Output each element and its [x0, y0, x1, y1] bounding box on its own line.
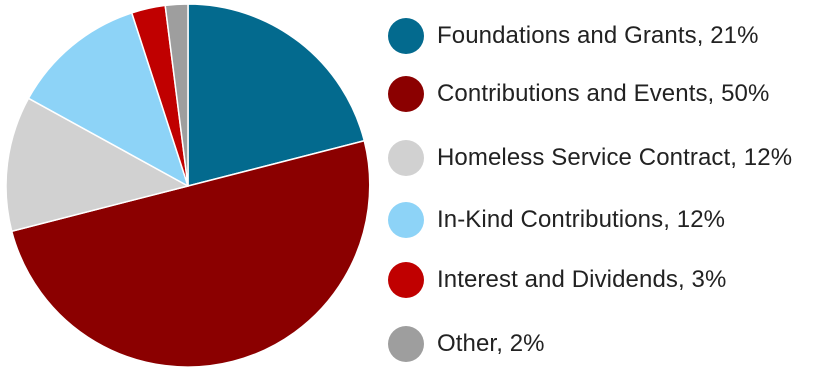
legend-item-other: Other, 2%: [388, 324, 545, 364]
pie-slice-contributions-and-events: [10, 139, 371, 368]
legend-item-homeless-service-contract: Homeless Service Contract, 12%: [388, 138, 792, 178]
legend-label-homeless-service-contract: Homeless Service Contract, 12%: [437, 144, 793, 171]
pie-slice-homeless-service-contract: [5, 97, 189, 233]
pie-slice-other: [164, 3, 189, 187]
legend-label-other: Other, 2%: [437, 330, 545, 357]
legend-item-interest-and-dividends: Interest and Dividends, 3%: [388, 260, 726, 300]
legend-swatch-homeless-service-contract: [388, 140, 424, 176]
legend-swatch-foundations-and-grants: [388, 18, 424, 54]
legend-swatch-in-kind-contributions: [388, 202, 424, 238]
legend-label-interest-and-dividends: Interest and Dividends, 3%: [437, 266, 727, 293]
legend-item-foundations-and-grants: Foundations and Grants, 21%: [388, 16, 759, 56]
legend-item-in-kind-contributions: In-Kind Contributions, 12%: [388, 200, 725, 240]
legend-label-in-kind-contributions: In-Kind Contributions, 12%: [437, 206, 726, 233]
legend-swatch-other: [388, 326, 424, 362]
legend-swatch-interest-and-dividends: [388, 262, 424, 298]
legend-label-foundations-and-grants: Foundations and Grants, 21%: [437, 22, 759, 49]
pie-slice-in-kind-contributions: [27, 12, 189, 187]
pie-slice-foundations-and-grants: [187, 3, 366, 187]
legend-swatch-contributions-and-events: [388, 76, 424, 112]
pie-chart: [5, 3, 371, 368]
legend-item-contributions-and-events: Contributions and Events, 50%: [388, 74, 769, 114]
legend-label-contributions-and-events: Contributions and Events, 50%: [437, 80, 770, 107]
